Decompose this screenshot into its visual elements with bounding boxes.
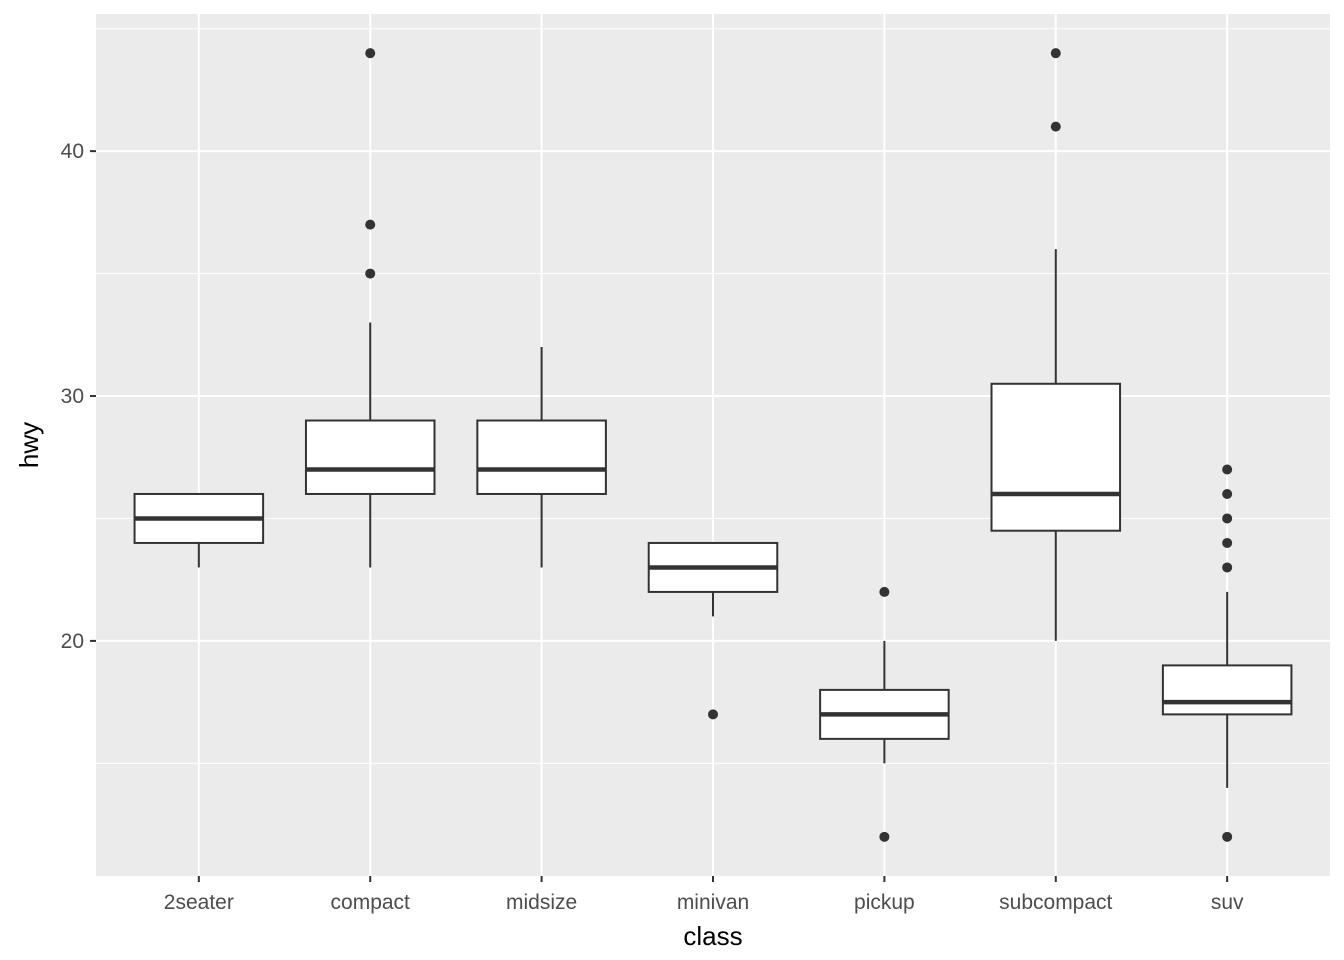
x-tick-label: pickup: [854, 891, 915, 914]
y-tick-label: 20: [61, 630, 84, 653]
x-tick-label: 2seater: [164, 891, 234, 914]
x-tick-label: subcompact: [999, 891, 1112, 914]
box-pickup: [819, 586, 950, 842]
box-2seater: [133, 492, 265, 568]
y-axis-ticks: 20 30 40: [61, 140, 96, 653]
outlier-point: [1050, 48, 1061, 59]
y-tick-label: 30: [61, 385, 84, 408]
iqr-box: [1161, 664, 1293, 716]
x-tick-label: suv: [1211, 891, 1244, 914]
iqr-box: [990, 382, 1122, 532]
outlier-point: [1222, 537, 1233, 548]
y-axis-title: hwy: [14, 422, 44, 468]
x-axis-title: class: [683, 921, 742, 951]
box-subcompact: [990, 48, 1122, 641]
outlier-point: [1222, 488, 1233, 499]
x-tick-label: minivan: [677, 891, 749, 914]
x-axis-ticks: 2seater compact midsize minivan pickup subcom…: [164, 876, 1244, 914]
x-tick-label: compact: [331, 891, 411, 914]
outlier-point: [1222, 513, 1233, 524]
box-compact: [304, 48, 436, 568]
iqr-box: [304, 419, 436, 495]
outlier-point: [879, 586, 890, 597]
outlier-point: [1222, 831, 1233, 842]
outlier-point: [1222, 562, 1233, 573]
iqr-box: [476, 419, 607, 495]
outlier-point: [365, 48, 376, 59]
outlier-point: [708, 709, 718, 720]
y-tick-label: 40: [61, 140, 84, 163]
outlier-point: [365, 219, 376, 230]
outlier-point: [1050, 121, 1061, 132]
x-tick-label: midsize: [506, 891, 577, 914]
box-minivan: [647, 541, 779, 720]
box-suv: [1161, 464, 1293, 842]
box-midsize: [476, 347, 607, 568]
outlier-point: [365, 268, 376, 279]
outlier-point: [1222, 464, 1233, 475]
outlier-point: [879, 831, 890, 842]
box-series: [133, 48, 1293, 842]
